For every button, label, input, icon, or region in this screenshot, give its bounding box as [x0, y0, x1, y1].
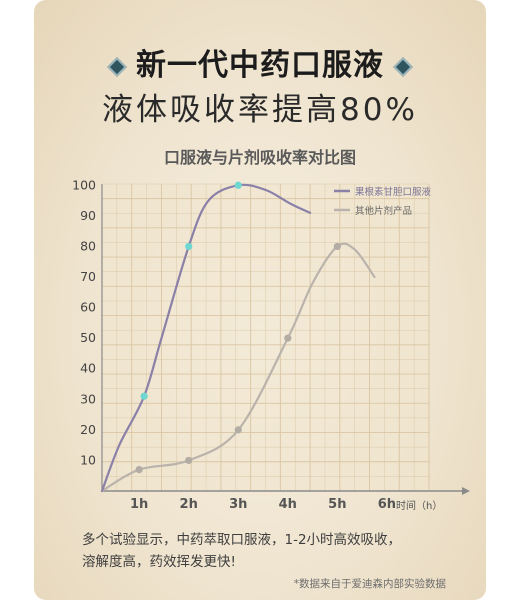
chart-legend: 果根素甘胆口服液 其他片剂产品 [334, 186, 432, 217]
y-tick-label: 90 [80, 208, 96, 223]
y-tick-label: 30 [80, 391, 96, 406]
legend-label-product: 果根素甘胆口服液 [355, 186, 432, 198]
headline-row: 新一代中药口服液 [34, 40, 486, 84]
y-tick-label: 80 [80, 238, 96, 253]
x-tick-label: 2h [180, 497, 198, 510]
data-point-other [135, 466, 143, 474]
y-tick-label: 20 [80, 422, 96, 437]
data-point-other [234, 426, 242, 434]
data-point-other [185, 456, 193, 465]
x-axis-label: 时间（h） [396, 499, 442, 510]
x-tick-label: 3h [229, 497, 247, 510]
y-tick-label: 60 [80, 300, 96, 315]
series-line-product [100, 183, 312, 493]
y-tick-label: 100 [72, 177, 96, 192]
caption: 多个试验显示，中药萃取口服液，1-2小时高效吸收， 溶解度高，药效挥发更快! [82, 529, 462, 573]
headline: 新一代中药口服液 [136, 48, 384, 83]
diamond-ornament-icon [107, 56, 127, 77]
series-lines [100, 183, 376, 493]
data-point-product [185, 242, 193, 251]
chart-title: 口服液与片剂吸收率对比图 [163, 148, 356, 167]
infographic-card: 新一代中药口服液 液体吸收率提高80% 口服液与片剂吸收率对比图 10 20 30 4… [34, 0, 486, 600]
data-point-product [140, 392, 148, 400]
data-point-product [234, 181, 242, 189]
x-tick-label: 1h [130, 497, 148, 510]
data-point-other [333, 242, 341, 251]
x-axis-tick-labels: 1h 2h 3h 4h 5h 6h [130, 497, 396, 510]
series-line-other [100, 242, 376, 493]
chart-grid [101, 183, 430, 492]
chart-axes [101, 184, 470, 495]
x-axis-arrow-icon [462, 487, 470, 495]
line-chart: 10 20 30 40 50 60 70 80 90 100 1h 2h 3h 4h 5h 6h 果根素甘胆… [72, 177, 470, 510]
caption-line-1: 多个试验显示，中药萃取口服液，1-2小时高效吸收， [82, 532, 402, 548]
data-point-other [284, 334, 292, 342]
x-tick-label: 4h [279, 497, 297, 510]
subheadline: 液体吸收率提高80% [102, 92, 418, 128]
diamond-ornament-icon [393, 56, 413, 77]
y-tick-label: 50 [80, 330, 96, 345]
y-tick-label: 40 [80, 361, 96, 376]
footnote: *数据来自于爱迪森内部实验数据 [293, 578, 446, 590]
x-tick-label: 6h [378, 497, 396, 510]
caption-line-2: 溶解度高，药效挥发更快! [82, 554, 236, 570]
series-markers [135, 181, 341, 474]
y-tick-label: 70 [80, 269, 96, 284]
y-axis-tick-labels: 10 20 30 40 50 60 70 80 90 100 [72, 177, 96, 467]
x-tick-label: 5h [328, 497, 346, 510]
y-tick-label: 10 [80, 452, 96, 467]
legend-label-other: 其他片剂产品 [355, 205, 412, 217]
